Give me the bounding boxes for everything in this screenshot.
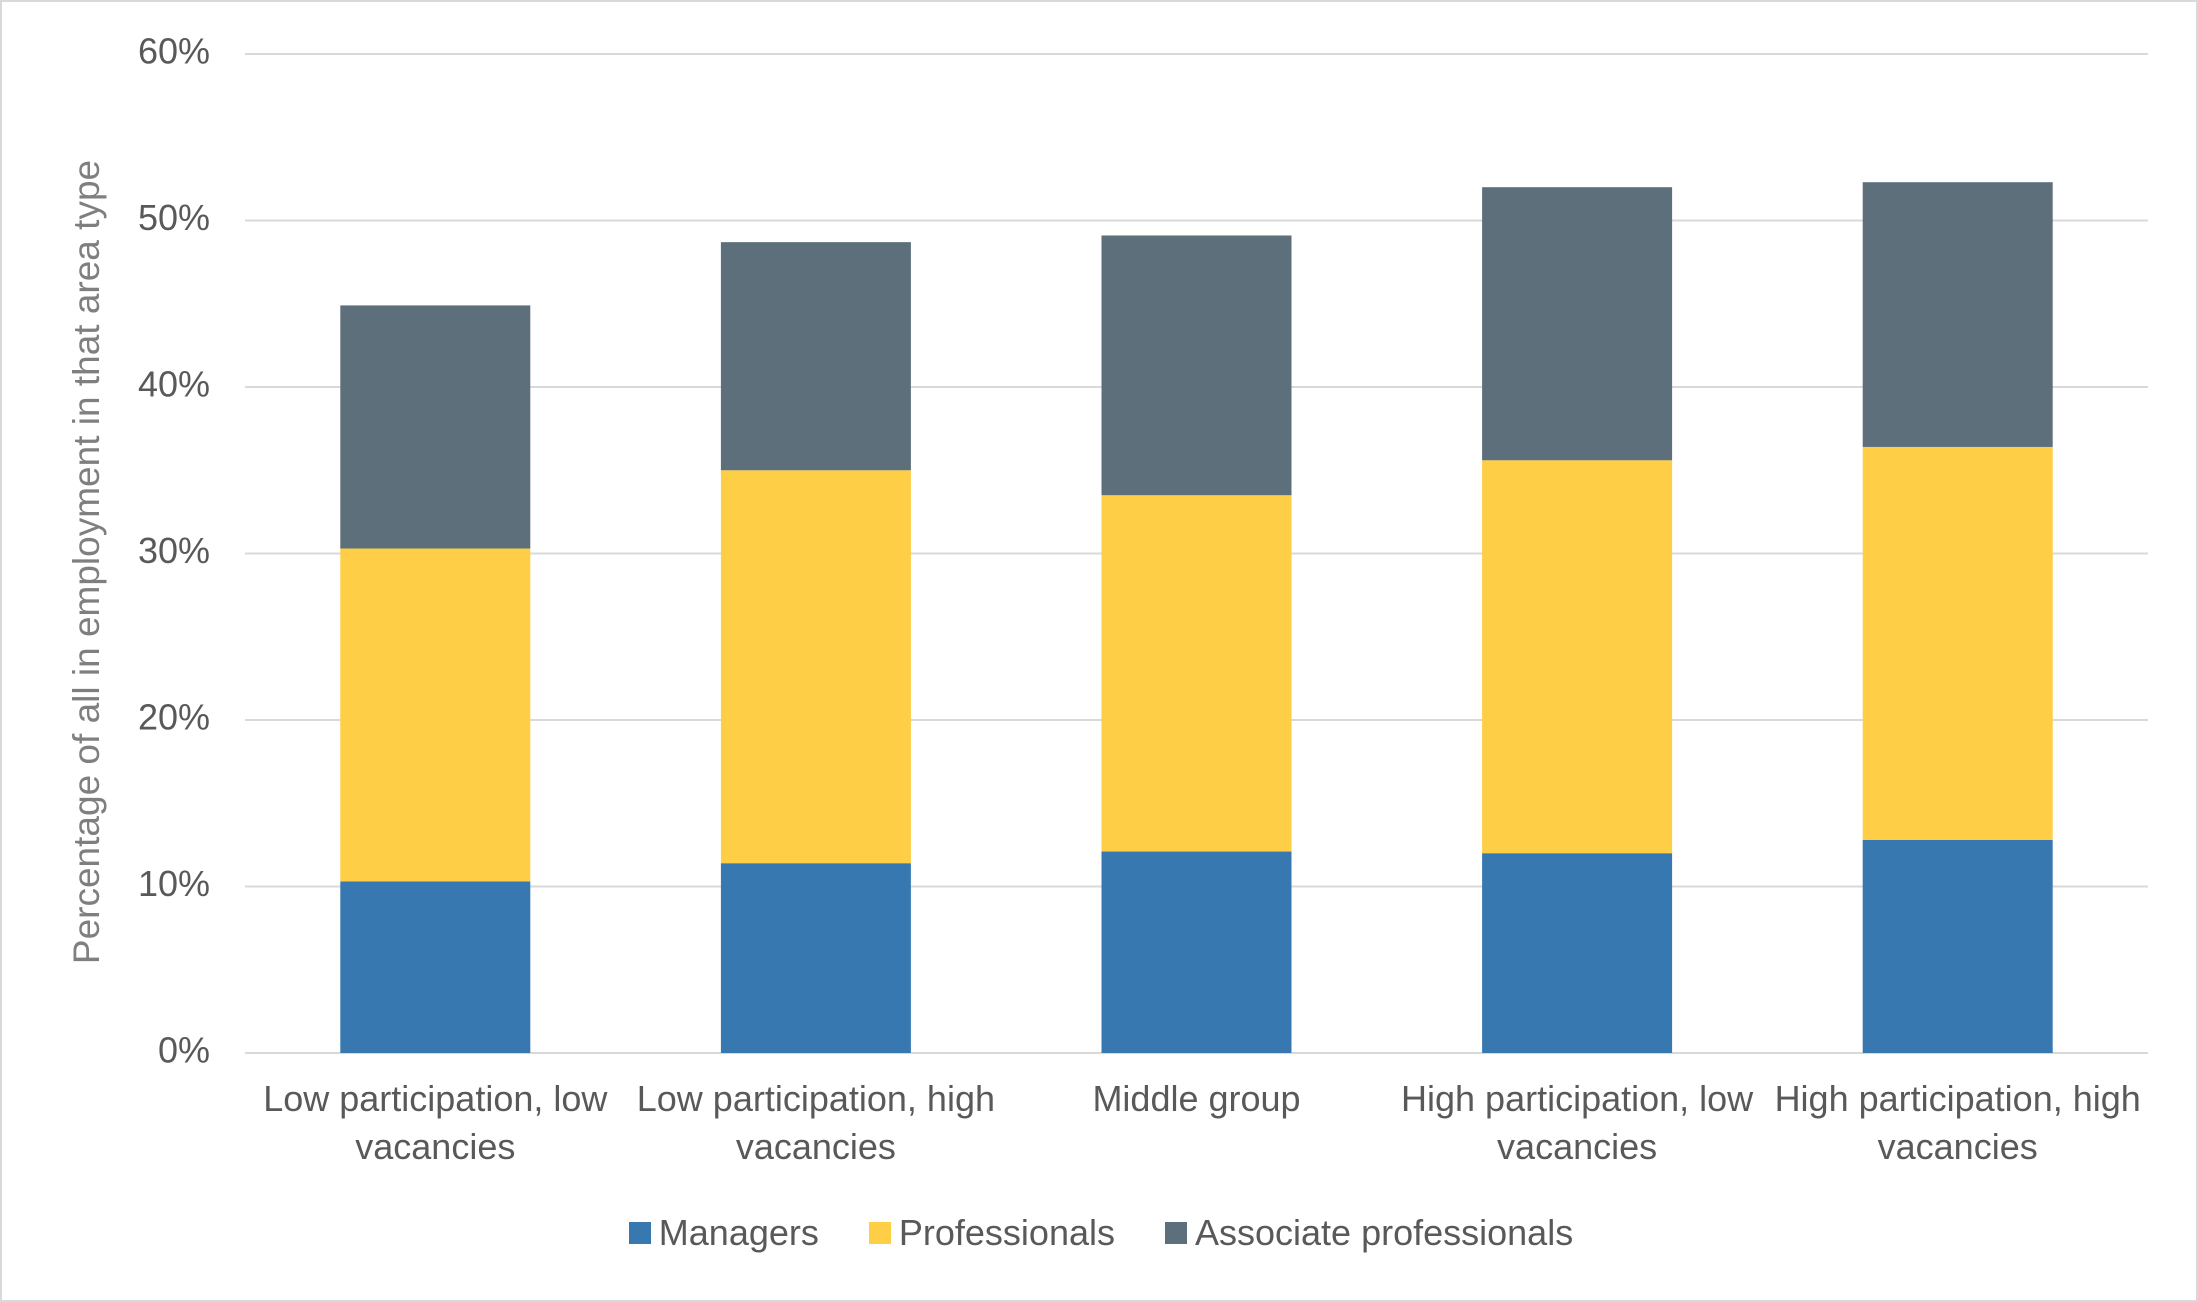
y-tick-label: 30% (138, 530, 210, 571)
x-tick-label: High participation, high vacancies (1774, 1078, 2141, 1167)
bar-segment (1862, 182, 2053, 447)
bar-segment (720, 470, 911, 864)
y-tick-label: 60% (138, 31, 210, 72)
legend-swatch (628, 1222, 651, 1244)
x-tick-label: Low participation, high vacancies (636, 1078, 995, 1167)
y-tick-label: 50% (138, 197, 210, 238)
bar-segment (1862, 839, 2053, 1053)
x-tick-label: Low participation, low vacancies (263, 1078, 608, 1167)
bar-segment (1482, 853, 1673, 1053)
x-tick-label: Middle group (1092, 1078, 1301, 1119)
legend-label: Professionals (898, 1212, 1115, 1253)
legend-swatch (868, 1222, 891, 1244)
legend-label: Managers (658, 1212, 819, 1253)
y-tick-label: 10% (138, 863, 210, 904)
legend-label: Associate professionals (1195, 1212, 1574, 1253)
bar-segment (340, 548, 531, 882)
legend-swatch (1165, 1222, 1187, 1244)
bar-segment (1101, 235, 1292, 496)
bar-segment (340, 305, 531, 549)
y-tick-label: 0% (158, 1030, 210, 1071)
y-axis-label: Percentage of all in employment in that … (66, 160, 107, 964)
bar-segment (720, 242, 911, 471)
legend-item: Professionals (868, 1212, 1115, 1254)
bar-segment (340, 881, 531, 1053)
legend: Managers Professionals Associate professio… (2, 1212, 2196, 1254)
bar-segment (1101, 495, 1292, 852)
legend-item: Managers (628, 1212, 819, 1254)
bar-segment (1482, 187, 1673, 461)
y-tick-label: 20% (138, 697, 210, 738)
x-tick-label: High participation, low vacancies (1401, 1078, 1754, 1167)
bar-segment (720, 863, 911, 1053)
y-tick-label: 40% (138, 364, 210, 405)
bar-segment (1482, 460, 1673, 854)
legend-item: Associate professionals (1165, 1212, 1573, 1254)
bar-segment (1862, 446, 2053, 840)
bar-segment (1101, 851, 1292, 1053)
